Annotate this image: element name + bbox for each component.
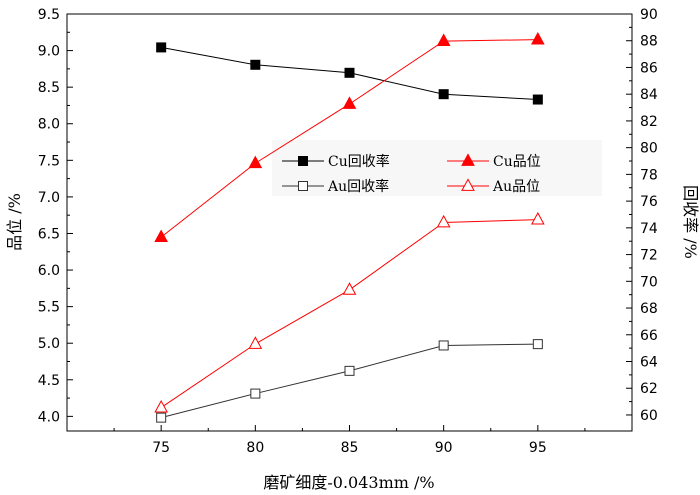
au-grade-point [436, 214, 451, 228]
y-right-tick-label: 60 [640, 408, 658, 424]
x-axis-title: 磨矿细度-0.043mm /% [263, 473, 434, 492]
legend-marker-cu-grade [461, 153, 475, 166]
cu-recovery-point [156, 42, 167, 53]
y-right-tick-label: 72 [640, 248, 658, 264]
au-recovery-line [161, 343, 538, 419]
y-right-tick-label: 70 [640, 274, 658, 290]
y-right-tick-label: 74 [640, 221, 658, 237]
au-recovery-point [250, 388, 261, 399]
y-right-tick-label: 80 [640, 141, 658, 157]
au-grade-line [160, 219, 538, 409]
y-axis-right-title: 回收率 /% [681, 185, 700, 259]
y-left-tick-label: 5.5 [38, 300, 60, 316]
y-right-tick-label: 66 [640, 328, 658, 344]
y-right-tick-label: 88 [640, 34, 658, 50]
legend-marker-au-recovery [298, 181, 308, 191]
au-grade-point [342, 282, 357, 295]
y-left-tick-label: 9.0 [38, 44, 60, 60]
au-grade-point [248, 336, 263, 349]
cu-grade-point [248, 155, 263, 169]
au-grade-point [154, 399, 169, 413]
legend-background [272, 140, 602, 196]
cu-recovery-point [438, 89, 449, 100]
cu-grade-point [436, 33, 451, 46]
au-recovery-point [532, 339, 543, 350]
axis-ticks: 75 80 85 90 95 4.0 4.5 5.0 5.5 6.0 6.5 7.0 7.5 8.0 8.5… [38, 7, 658, 456]
y-left-tick-label: 5.0 [38, 336, 60, 352]
legend-label-cu-grade: Cu品位 [493, 154, 541, 170]
x-tick-label: 90 [435, 440, 453, 456]
legend-label-au-recovery: Au回收率 [327, 178, 389, 195]
y-left-tick-label: 9.5 [38, 7, 60, 23]
y-right-tick-label: 68 [640, 301, 658, 317]
legend-label-au-grade: Au品位 [492, 179, 540, 195]
au-recovery-point [438, 340, 449, 351]
y-right-tick-label: 78 [640, 167, 658, 183]
y-left-tick-label: 7.0 [38, 190, 60, 206]
y-right-tick-label: 82 [640, 114, 658, 130]
cu-grade-point [530, 31, 545, 45]
legend-marker-cu-recovery [298, 156, 308, 166]
x-tick-label: 85 [341, 440, 359, 456]
y-left-tick-label: 8.5 [38, 80, 60, 96]
cu-recovery-point [250, 59, 261, 70]
legend: Cu回收率 Au回收率 Cu品位 Au品位 [282, 153, 541, 195]
cu-recovery-point [532, 94, 543, 105]
y-right-tick-label: 76 [640, 194, 658, 210]
y-right-tick-label: 84 [640, 87, 658, 103]
y-left-tick-label: 8.0 [38, 117, 60, 133]
y-left-tick-label: 4.0 [38, 409, 60, 425]
x-tick-label: 75 [152, 440, 170, 456]
au-recovery-point [156, 412, 167, 423]
y-right-tick-label: 64 [640, 355, 658, 371]
legend-label-cu-recovery: Cu回收率 [328, 153, 390, 170]
y-left-tick-label: 7.5 [38, 153, 60, 169]
cu-grade-point [154, 229, 169, 243]
y-axis-left-title: 品位 /% [5, 193, 24, 251]
x-tick-label: 95 [529, 440, 547, 456]
y-right-tick-label: 86 [640, 60, 658, 76]
legend-marker-au-grade [461, 178, 475, 191]
y-right-tick-label: 62 [640, 381, 658, 397]
cu-grade-point [342, 96, 357, 109]
au-recovery-point [344, 365, 355, 376]
series-group [154, 31, 545, 423]
au-grade-point [530, 211, 545, 225]
y-left-tick-label: 6.5 [38, 226, 60, 242]
x-tick-label: 80 [246, 440, 264, 456]
y-left-tick-label: 6.0 [38, 263, 60, 279]
y-right-tick-label: 90 [640, 7, 658, 23]
cu-recovery-point [344, 67, 355, 78]
y-left-tick-label: 4.5 [38, 373, 60, 389]
